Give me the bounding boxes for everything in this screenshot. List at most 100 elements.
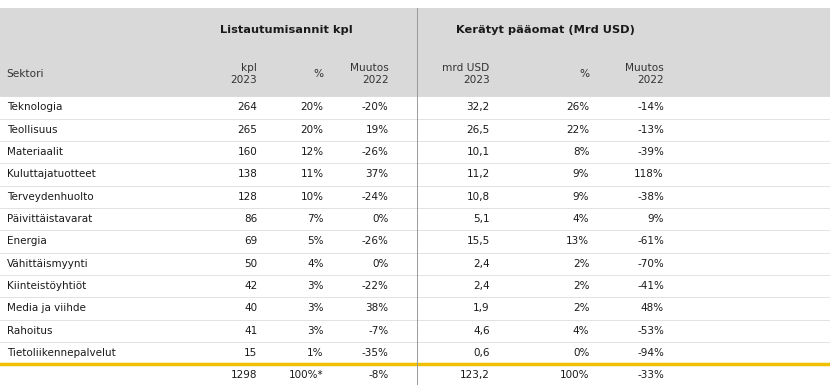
Text: 32,2: 32,2 bbox=[466, 102, 490, 112]
Bar bbox=[0, 96, 830, 119]
Bar bbox=[0, 253, 830, 275]
Text: 10,1: 10,1 bbox=[466, 147, 490, 157]
Text: -39%: -39% bbox=[637, 147, 664, 157]
Text: 26,5: 26,5 bbox=[466, 125, 490, 135]
Bar bbox=[0, 141, 830, 163]
Text: 138: 138 bbox=[237, 169, 257, 179]
Bar bbox=[0, 8, 830, 52]
Text: 5%: 5% bbox=[307, 236, 324, 246]
Text: 15: 15 bbox=[244, 348, 257, 358]
Text: 11%: 11% bbox=[300, 169, 324, 179]
Text: -94%: -94% bbox=[637, 348, 664, 358]
Text: 3%: 3% bbox=[307, 281, 324, 291]
Text: Kerätyt pääomat (Mrd USD): Kerätyt pääomat (Mrd USD) bbox=[456, 25, 635, 35]
Text: Materiaalit: Materiaalit bbox=[7, 147, 62, 157]
Text: mrd USD
2023: mrd USD 2023 bbox=[442, 63, 490, 85]
Text: -53%: -53% bbox=[637, 326, 664, 336]
Text: Listautumisannit kpl: Listautumisannit kpl bbox=[220, 25, 353, 35]
Text: 128: 128 bbox=[237, 192, 257, 202]
Text: 86: 86 bbox=[244, 214, 257, 224]
Text: Vähittäismyynti: Vähittäismyynti bbox=[7, 259, 88, 269]
Text: 123,2: 123,2 bbox=[460, 370, 490, 380]
Text: -8%: -8% bbox=[369, 370, 388, 380]
Text: 7%: 7% bbox=[307, 214, 324, 224]
Text: 40: 40 bbox=[244, 303, 257, 313]
Text: -41%: -41% bbox=[637, 281, 664, 291]
Bar bbox=[0, 342, 830, 364]
Text: 3%: 3% bbox=[307, 326, 324, 336]
Text: 41: 41 bbox=[244, 326, 257, 336]
Bar bbox=[0, 363, 830, 385]
Text: Teknologia: Teknologia bbox=[7, 102, 62, 112]
Text: Media ja viihde: Media ja viihde bbox=[7, 303, 85, 313]
Bar bbox=[0, 208, 830, 230]
Text: Päivittäistavarat: Päivittäistavarat bbox=[7, 214, 92, 224]
Text: 4%: 4% bbox=[573, 326, 589, 336]
Text: 4%: 4% bbox=[307, 259, 324, 269]
Text: 38%: 38% bbox=[365, 303, 388, 313]
Text: 4%: 4% bbox=[573, 214, 589, 224]
Text: -7%: -7% bbox=[369, 326, 388, 336]
Text: Muutos
2022: Muutos 2022 bbox=[349, 63, 388, 85]
Text: 10,8: 10,8 bbox=[466, 192, 490, 202]
Text: Energia: Energia bbox=[7, 236, 46, 246]
Text: Kiinteistöyhtiöt: Kiinteistöyhtiöt bbox=[7, 281, 85, 291]
Text: 11,2: 11,2 bbox=[466, 169, 490, 179]
Text: -13%: -13% bbox=[637, 125, 664, 135]
Text: -26%: -26% bbox=[362, 236, 388, 246]
Text: -61%: -61% bbox=[637, 236, 664, 246]
Text: 4,6: 4,6 bbox=[473, 326, 490, 336]
Text: 100%: 100% bbox=[559, 370, 589, 380]
Text: Tietoliikennepalvelut: Tietoliikennepalvelut bbox=[7, 348, 115, 358]
Text: 1%: 1% bbox=[307, 348, 324, 358]
Text: %: % bbox=[314, 69, 324, 79]
Text: 22%: 22% bbox=[566, 125, 589, 135]
Text: 264: 264 bbox=[237, 102, 257, 112]
Text: 10%: 10% bbox=[300, 192, 324, 202]
Text: 3%: 3% bbox=[307, 303, 324, 313]
Text: 0%: 0% bbox=[372, 214, 388, 224]
Bar bbox=[0, 297, 830, 320]
Bar bbox=[0, 230, 830, 253]
Text: Teollisuus: Teollisuus bbox=[7, 125, 57, 135]
Text: 2%: 2% bbox=[573, 303, 589, 313]
Text: 37%: 37% bbox=[365, 169, 388, 179]
Text: 2,4: 2,4 bbox=[473, 259, 490, 269]
Text: Muutos
2022: Muutos 2022 bbox=[625, 63, 664, 85]
Text: Rahoitus: Rahoitus bbox=[7, 326, 52, 336]
Text: -38%: -38% bbox=[637, 192, 664, 202]
Text: 13%: 13% bbox=[566, 236, 589, 246]
Text: 160: 160 bbox=[237, 147, 257, 157]
Text: 1,9: 1,9 bbox=[473, 303, 490, 313]
Text: 48%: 48% bbox=[641, 303, 664, 313]
Text: 42: 42 bbox=[244, 281, 257, 291]
Text: 0,6: 0,6 bbox=[473, 348, 490, 358]
Text: -33%: -33% bbox=[637, 370, 664, 380]
Text: 5,1: 5,1 bbox=[473, 214, 490, 224]
Text: Kuluttajatuotteet: Kuluttajatuotteet bbox=[7, 169, 95, 179]
Text: %: % bbox=[579, 69, 589, 79]
Text: -35%: -35% bbox=[362, 348, 388, 358]
Text: 1298: 1298 bbox=[231, 370, 257, 380]
Bar bbox=[0, 275, 830, 297]
Bar bbox=[0, 52, 830, 96]
Text: 9%: 9% bbox=[647, 214, 664, 224]
Text: -14%: -14% bbox=[637, 102, 664, 112]
Bar bbox=[0, 163, 830, 186]
Text: 12%: 12% bbox=[300, 147, 324, 157]
Text: 2,4: 2,4 bbox=[473, 281, 490, 291]
Text: 50: 50 bbox=[244, 259, 257, 269]
Text: 19%: 19% bbox=[365, 125, 388, 135]
Text: 9%: 9% bbox=[573, 192, 589, 202]
Text: -26%: -26% bbox=[362, 147, 388, 157]
Text: 26%: 26% bbox=[566, 102, 589, 112]
Text: 20%: 20% bbox=[300, 125, 324, 135]
Text: Terveydenhuolto: Terveydenhuolto bbox=[7, 192, 93, 202]
Text: Sektori: Sektori bbox=[7, 69, 44, 79]
Text: 265: 265 bbox=[237, 125, 257, 135]
Text: 69: 69 bbox=[244, 236, 257, 246]
Text: 8%: 8% bbox=[573, 147, 589, 157]
Bar bbox=[0, 320, 830, 342]
Text: 9%: 9% bbox=[573, 169, 589, 179]
Text: -70%: -70% bbox=[637, 259, 664, 269]
